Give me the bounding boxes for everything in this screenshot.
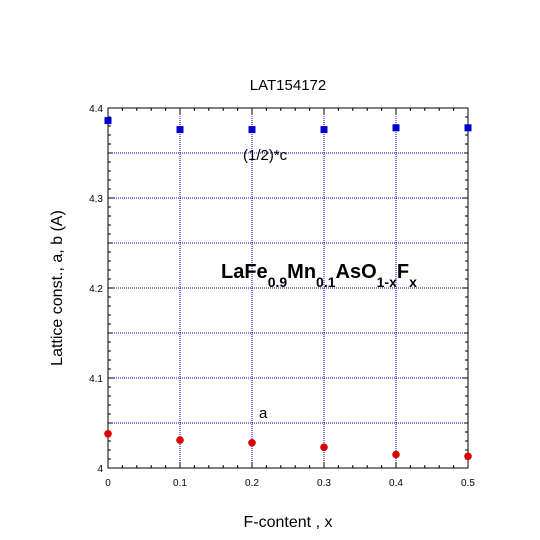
data-point-half-c xyxy=(392,124,400,132)
compound-formula: LaFe0.9Mn0.1AsO1-xFx xyxy=(221,261,417,290)
chart-title: LAT154172 xyxy=(250,77,326,94)
x-tick-label: 0.2 xyxy=(245,478,259,489)
y-tick-label: 4.3 xyxy=(89,194,103,205)
data-point-a xyxy=(320,443,328,452)
data-point-half-c xyxy=(320,126,328,134)
data-point-half-c xyxy=(104,117,112,125)
data-point-a xyxy=(248,439,256,447)
y-tick-labels: 4 4.1 4.2 4.3 4.4 xyxy=(89,104,103,475)
data-point-a xyxy=(104,430,112,438)
series-label-a: a xyxy=(259,405,268,422)
data-point-half-c xyxy=(248,126,256,134)
data-points xyxy=(104,117,472,461)
x-tick-labels: 0 0.1 0.2 0.3 0.4 0.5 xyxy=(105,478,475,489)
data-point-a xyxy=(176,436,184,444)
x-tick-label: 0 xyxy=(105,478,111,489)
y-tick-label: 4 xyxy=(97,464,103,475)
y-tick-label: 4.1 xyxy=(89,374,103,385)
x-tick-label: 0.3 xyxy=(317,478,331,489)
data-point-a xyxy=(464,452,472,461)
data-point-a xyxy=(392,450,400,459)
y-tick-label: 4.2 xyxy=(89,284,103,295)
x-tick-label: 0.4 xyxy=(389,478,403,489)
grid-lines xyxy=(108,108,468,468)
data-point-half-c xyxy=(176,126,184,134)
x-tick-label: 0.1 xyxy=(173,478,187,489)
plot-area-frame xyxy=(107,107,469,469)
data-point-half-c xyxy=(464,124,472,132)
x-tick-label: 0.5 xyxy=(461,478,475,489)
x-axis-title: F-content , x xyxy=(244,514,333,531)
y-axis-title: Lattice const., a, b (A) xyxy=(49,210,66,366)
series-label-half-c: (1/2)*c xyxy=(243,147,288,164)
y-tick-label: 4.4 xyxy=(89,104,103,115)
